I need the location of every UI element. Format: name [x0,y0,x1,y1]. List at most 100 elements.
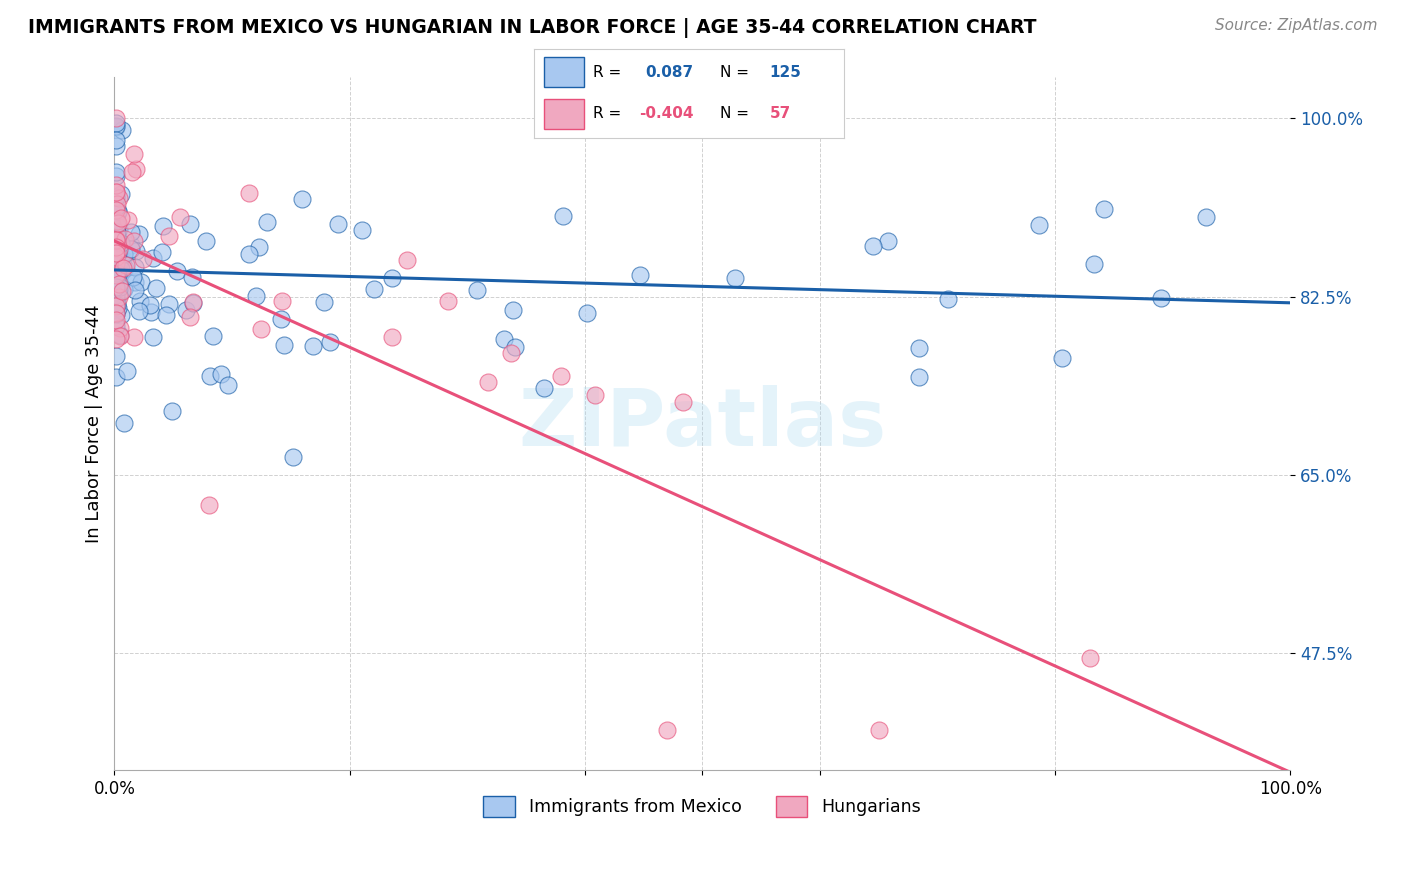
Point [110,262,132,277]
Point [104,287,127,301]
Point [105,298,128,312]
Point [381,330,404,344]
Point [105,229,128,244]
Point [157,228,180,243]
Point [1092,202,1115,216]
Point [157,297,180,311]
Point [110,328,132,343]
Point [256,215,278,229]
Point [104,119,127,133]
Point [217,378,239,392]
Point [122,234,145,248]
Point [110,236,132,251]
Text: 57: 57 [769,106,790,120]
Point [104,306,127,320]
Point [107,301,129,315]
Point [936,293,959,307]
Point [112,252,135,267]
Point [503,340,526,354]
Point [105,295,128,310]
Point [125,162,148,177]
Point [1150,292,1173,306]
Point [104,279,127,293]
Point [104,138,127,153]
Point [174,303,197,318]
Point [114,231,136,245]
Point [104,350,127,364]
Point [104,319,127,334]
Point [110,248,132,262]
Point [862,239,884,253]
Point [1083,257,1105,271]
Point [672,395,695,409]
Point [104,369,127,384]
Point [105,219,128,233]
Point [198,368,221,383]
Point [112,282,135,296]
Legend: Immigrants from Mexico, Hungarians: Immigrants from Mexico, Hungarians [477,789,928,824]
Point [107,204,129,219]
Point [115,258,138,272]
Point [120,242,142,256]
Point [105,211,128,225]
Point [110,309,132,323]
Point [104,263,127,277]
Point [270,312,292,326]
Point [1028,218,1050,232]
Point [363,282,385,296]
Point [104,313,127,327]
Point [465,283,488,297]
Point [104,268,127,282]
Point [107,216,129,230]
Y-axis label: In Labor Force | Age 35-44: In Labor Force | Age 35-44 [86,304,103,543]
Point [132,252,155,266]
Point [107,245,129,260]
Point [250,322,273,336]
Point [120,237,142,252]
Point [104,256,127,270]
Point [142,329,165,343]
Point [122,269,145,284]
Point [108,275,131,289]
Point [104,246,127,260]
Bar [544,99,583,129]
Point [655,723,678,737]
Point [202,328,225,343]
Point [868,723,890,737]
Point [350,223,373,237]
Point [104,240,127,254]
Text: 0.087: 0.087 [645,65,693,79]
Point [108,192,131,206]
Point [575,306,598,320]
Point [104,222,127,236]
Point [124,283,146,297]
Point [105,221,128,235]
Point [319,334,342,349]
Point [112,416,135,430]
Point [104,232,127,246]
Point [129,275,152,289]
Point [247,240,270,254]
Point [104,133,127,147]
Point [104,235,127,249]
Point [209,368,232,382]
Point [111,123,134,137]
Point [124,260,146,274]
Point [437,293,460,308]
Point [110,187,132,202]
Point [381,271,404,285]
Point [145,281,167,295]
Point [111,285,134,299]
Point [120,225,142,239]
Point [104,120,127,134]
Point [550,368,572,383]
Text: R =: R = [593,106,621,120]
Point [179,310,201,325]
Point [104,185,127,199]
Point [312,294,335,309]
Point [141,252,163,266]
Point [630,268,652,282]
Point [104,112,127,126]
Point [181,296,204,310]
Point [105,214,128,228]
